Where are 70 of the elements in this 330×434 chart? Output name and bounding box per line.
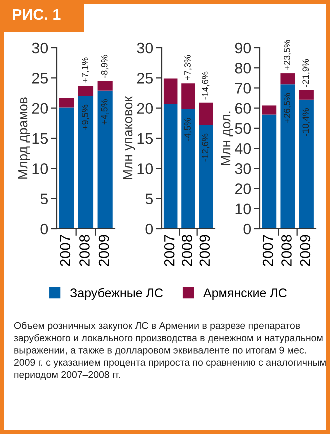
x-tick-label: 2008 [182, 235, 192, 266]
y-tick-label: 15 [32, 134, 48, 144]
y-tick-label: 80 [235, 62, 252, 74]
chart-title: РИС. 1 [13, 9, 61, 20]
annotation: -10,4% [302, 108, 310, 136]
x-tick-label: 2009 [300, 235, 311, 266]
annotation: -21,9% [302, 59, 310, 88]
bar [280, 84, 296, 229]
legend-label: Зарубежные ЛС [70, 288, 164, 300]
y-tick-label: 10 [32, 164, 48, 174]
y-tick-label: 30 [32, 42, 48, 54]
bar [59, 98, 74, 108]
annotation: +4,5% [101, 99, 109, 125]
y-tick-label: 10 [236, 204, 252, 215]
x-tick-label: 2009 [98, 235, 110, 266]
bar [182, 110, 196, 229]
y-tick-label: 60 [235, 103, 252, 114]
y-tick-label: 20 [137, 103, 154, 114]
bar [164, 104, 178, 229]
bar [262, 114, 277, 229]
annotation: +7,3% [184, 55, 192, 80]
bar [78, 96, 94, 229]
bar [182, 84, 196, 110]
y-tick-label: 5 [40, 194, 48, 205]
text: Объем розничных закупок ЛС в Армении в разрезе препаратов зарубежного и локального производства в денежном и натуральном выражении, а также в долларовом эквиваленте по итогам 9 мес. 2009 г. с указанием процента прироста по сравнению с аналогичным периодом 2007–2008 гг. [14, 322, 326, 380]
annotation: +9,5% [82, 104, 90, 130]
bar [262, 106, 277, 115]
y-axis-title: Млрд драмов [18, 98, 30, 179]
annotation: +26,5% [284, 93, 292, 124]
x-tick-label: 2007 [60, 235, 71, 266]
y-tick-label: 40 [235, 143, 252, 154]
y-tick-label: 25 [137, 73, 154, 84]
annotation: +23,5% [284, 40, 292, 70]
y-tick-label: 30 [137, 42, 154, 54]
x-tick-label: 2009 [200, 235, 210, 266]
annotation: -12,6% [202, 134, 210, 162]
x-tick-label: 2007 [262, 235, 274, 266]
bar [59, 108, 74, 229]
bar [98, 81, 113, 91]
y-tick-label: 50 [235, 123, 252, 134]
y-tick-label: 70 [235, 83, 252, 94]
annotation: -4,5% [184, 118, 192, 142]
y-tick-label: 0 [146, 224, 154, 235]
y-tick-label: 20 [235, 184, 252, 194]
y-tick-label: 90 [235, 42, 252, 54]
y-tick-label: 15 [138, 134, 154, 144]
y-axis-title: Млн дол. [221, 112, 234, 166]
y-axis-title: Млн упаковок [123, 96, 136, 180]
bar [199, 102, 214, 126]
annotation: -14,6% [202, 72, 210, 100]
y-tick-label: 0 [40, 224, 48, 235]
x-tick-label: 2008 [80, 235, 90, 266]
bar [299, 100, 314, 229]
annotation: +7,1% [82, 58, 90, 83]
bar [199, 125, 214, 229]
x-tick-label: 2008 [282, 235, 292, 266]
legend-label: Армянские ЛС [204, 288, 287, 300]
y-tick-label: 0 [244, 224, 252, 235]
bar [280, 74, 296, 85]
bar [299, 90, 314, 100]
annotation: -8,9% [101, 55, 109, 78]
x-tick-label: 2007 [164, 235, 175, 266]
bar [164, 78, 178, 104]
y-tick-label: 5 [146, 194, 154, 205]
y-tick-label: 10 [138, 164, 154, 174]
bar [78, 86, 94, 96]
y-tick-label: 30 [235, 164, 252, 174]
y-tick-label: 25 [32, 73, 48, 84]
y-tick-label: 20 [32, 103, 48, 114]
bar [98, 90, 113, 229]
